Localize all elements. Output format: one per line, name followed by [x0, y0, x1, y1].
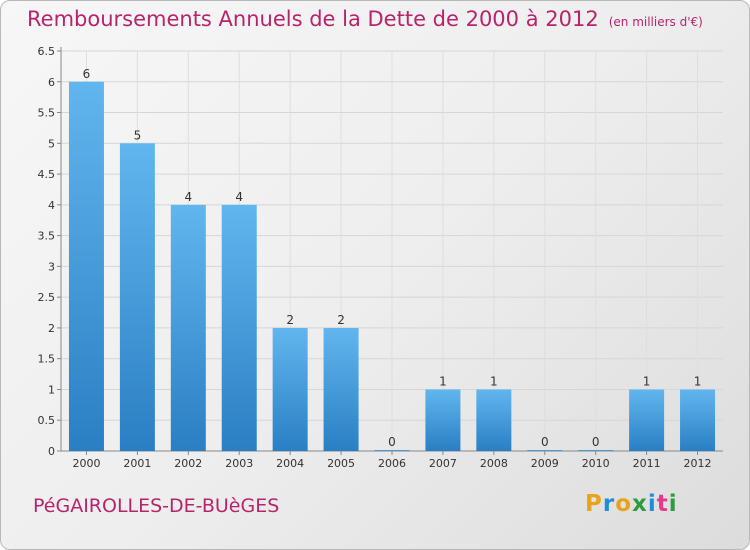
- bar-value-label: 0: [541, 435, 549, 449]
- bar-value-label: 0: [592, 435, 600, 449]
- title-main: Remboursements Annuels de la Dette de 20…: [27, 7, 599, 31]
- bar-value-label: 1: [439, 374, 447, 388]
- proxiti-logo: Proxiti: [585, 491, 678, 517]
- chart-title: Remboursements Annuels de la Dette de 20…: [27, 7, 703, 31]
- x-tick-label: 2010: [582, 457, 610, 470]
- bar-value-label: 6: [83, 67, 91, 81]
- logo-letter: r: [602, 491, 616, 517]
- x-tick-label: 2008: [480, 457, 508, 470]
- y-tick-label: 6.5: [38, 45, 56, 58]
- x-tick-label: 2003: [225, 457, 253, 470]
- y-tick-label: 3: [48, 260, 55, 273]
- y-tick-label: 4.5: [38, 168, 56, 181]
- bars: [68, 81, 716, 452]
- x-tick-label: 2005: [327, 457, 355, 470]
- bar: [119, 143, 155, 452]
- x-tick-label: 2004: [276, 457, 304, 470]
- y-tick-label: 4: [48, 199, 55, 212]
- y-tick-label: 3.5: [38, 230, 56, 243]
- logo-letter: x: [632, 491, 648, 517]
- title-unit: (en milliers d'€): [608, 15, 703, 29]
- x-tick-label: 2009: [531, 457, 559, 470]
- axes: [57, 47, 723, 455]
- bar: [170, 204, 206, 451]
- bar: [425, 389, 461, 451]
- bar: [221, 204, 257, 451]
- bar-value-label: 4: [184, 190, 192, 204]
- x-tick-label: 2001: [123, 457, 151, 470]
- y-tick-label: 2: [48, 322, 55, 335]
- x-tick-label: 2002: [174, 457, 202, 470]
- logo-letter: P: [585, 491, 603, 517]
- bar: [527, 450, 563, 451]
- bar: [629, 389, 665, 451]
- y-tick-label: 1: [48, 383, 55, 396]
- bar: [323, 327, 359, 451]
- bar-value-label: 0: [388, 435, 396, 449]
- y-tick-label: 0: [48, 445, 55, 458]
- commune-name: PéGAIROLLES-DE-BUèGES: [33, 495, 280, 517]
- y-tick-label: 0.5: [38, 414, 56, 427]
- logo-letter: t: [656, 491, 669, 517]
- bar: [272, 327, 308, 451]
- bar: [374, 450, 410, 451]
- bar-value-label: 5: [134, 128, 142, 142]
- labels: 00.511.522.533.544.555.566.5620005200142…: [38, 45, 712, 470]
- bar-value-label: 1: [643, 374, 651, 388]
- y-tick-label: 2.5: [38, 291, 56, 304]
- bar: [578, 450, 614, 451]
- y-tick-label: 5: [48, 137, 55, 150]
- y-tick-label: 6: [48, 76, 55, 89]
- x-tick-label: 2000: [72, 457, 100, 470]
- x-tick-label: 2007: [429, 457, 457, 470]
- logo-letter: i: [647, 491, 657, 517]
- bar-value-label: 2: [337, 313, 345, 327]
- x-tick-label: 2012: [684, 457, 712, 470]
- logo-letter: o: [615, 491, 633, 517]
- y-tick-label: 5.5: [38, 107, 56, 120]
- x-tick-label: 2011: [633, 457, 661, 470]
- y-tick-label: 1.5: [38, 353, 56, 366]
- bar: [476, 389, 512, 451]
- grid-lines: [61, 50, 723, 452]
- logo-letter: i: [668, 491, 678, 517]
- bar-value-label: 2: [286, 313, 294, 327]
- x-tick-label: 2006: [378, 457, 406, 470]
- bar-value-label: 1: [694, 374, 702, 388]
- bar: [680, 389, 716, 451]
- bar-value-label: 4: [235, 190, 243, 204]
- bar: [68, 81, 104, 452]
- bar-value-label: 1: [490, 374, 498, 388]
